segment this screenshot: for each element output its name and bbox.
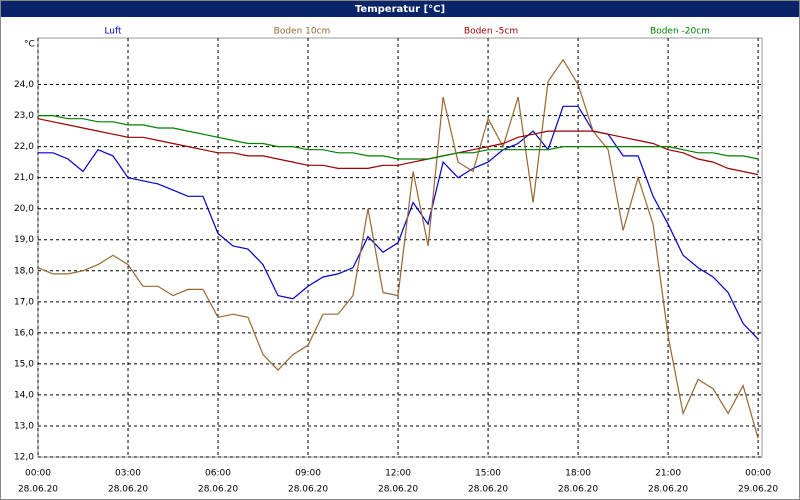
x-tick-date: 28.06.20	[558, 485, 598, 495]
y-tick-label: 13,0	[14, 421, 34, 431]
x-tick-label: 06:00	[205, 469, 231, 479]
x-tick-date: 28.06.20	[648, 485, 688, 495]
y-tick-label: 22,0	[14, 142, 34, 152]
x-tick-date: 29.06.20	[738, 485, 778, 495]
x-tick-label: 15:00	[475, 469, 501, 479]
data-line	[37, 58, 759, 439]
x-tick-label: 09:00	[295, 469, 321, 479]
data-line	[38, 105, 759, 340]
x-tick-label: 21:00	[655, 469, 681, 479]
y-tick-label: 18,0	[14, 266, 34, 276]
y-tick-label: 14,0	[14, 390, 34, 400]
y-tick-label: 20,0	[14, 204, 34, 214]
x-tick-label: 18:00	[565, 469, 591, 479]
y-tick-label: 16,0	[14, 328, 34, 338]
y-tick-label: 15,0	[14, 359, 34, 369]
x-tick-date: 28.06.20	[18, 485, 58, 495]
x-tick-date: 28.06.20	[198, 485, 238, 495]
legend-label: Boden 10cm	[274, 27, 331, 37]
y-tick-label: 23,0	[14, 111, 34, 121]
legend-label: Boden -20cm	[650, 27, 710, 37]
title-bar	[1, 1, 799, 17]
x-tick-label: 00:00	[745, 469, 771, 479]
data-line	[37, 118, 759, 176]
y-tick-label: 19,0	[14, 235, 34, 245]
y-tick-label: 24,0	[14, 80, 34, 90]
chart-title: Temperatur [°C]	[355, 4, 445, 15]
x-tick-label: 00:00	[25, 469, 51, 479]
y-unit: °C	[24, 40, 35, 50]
y-tick-label: 17,0	[14, 297, 34, 307]
x-tick-date: 28.06.20	[378, 485, 418, 495]
legend-label: Luft	[104, 27, 122, 37]
x-tick-label: 03:00	[115, 469, 141, 479]
y-tick-label: 21,0	[14, 173, 34, 183]
legend-label: Boden -5cm	[464, 27, 518, 37]
x-tick-date: 28.06.20	[288, 485, 328, 495]
x-tick-date: 28.06.20	[468, 485, 508, 495]
x-tick-label: 12:00	[385, 469, 411, 479]
x-tick-date: 28.06.20	[108, 485, 148, 495]
y-tick-label: 12,0	[14, 453, 34, 463]
data-line	[38, 115, 759, 160]
